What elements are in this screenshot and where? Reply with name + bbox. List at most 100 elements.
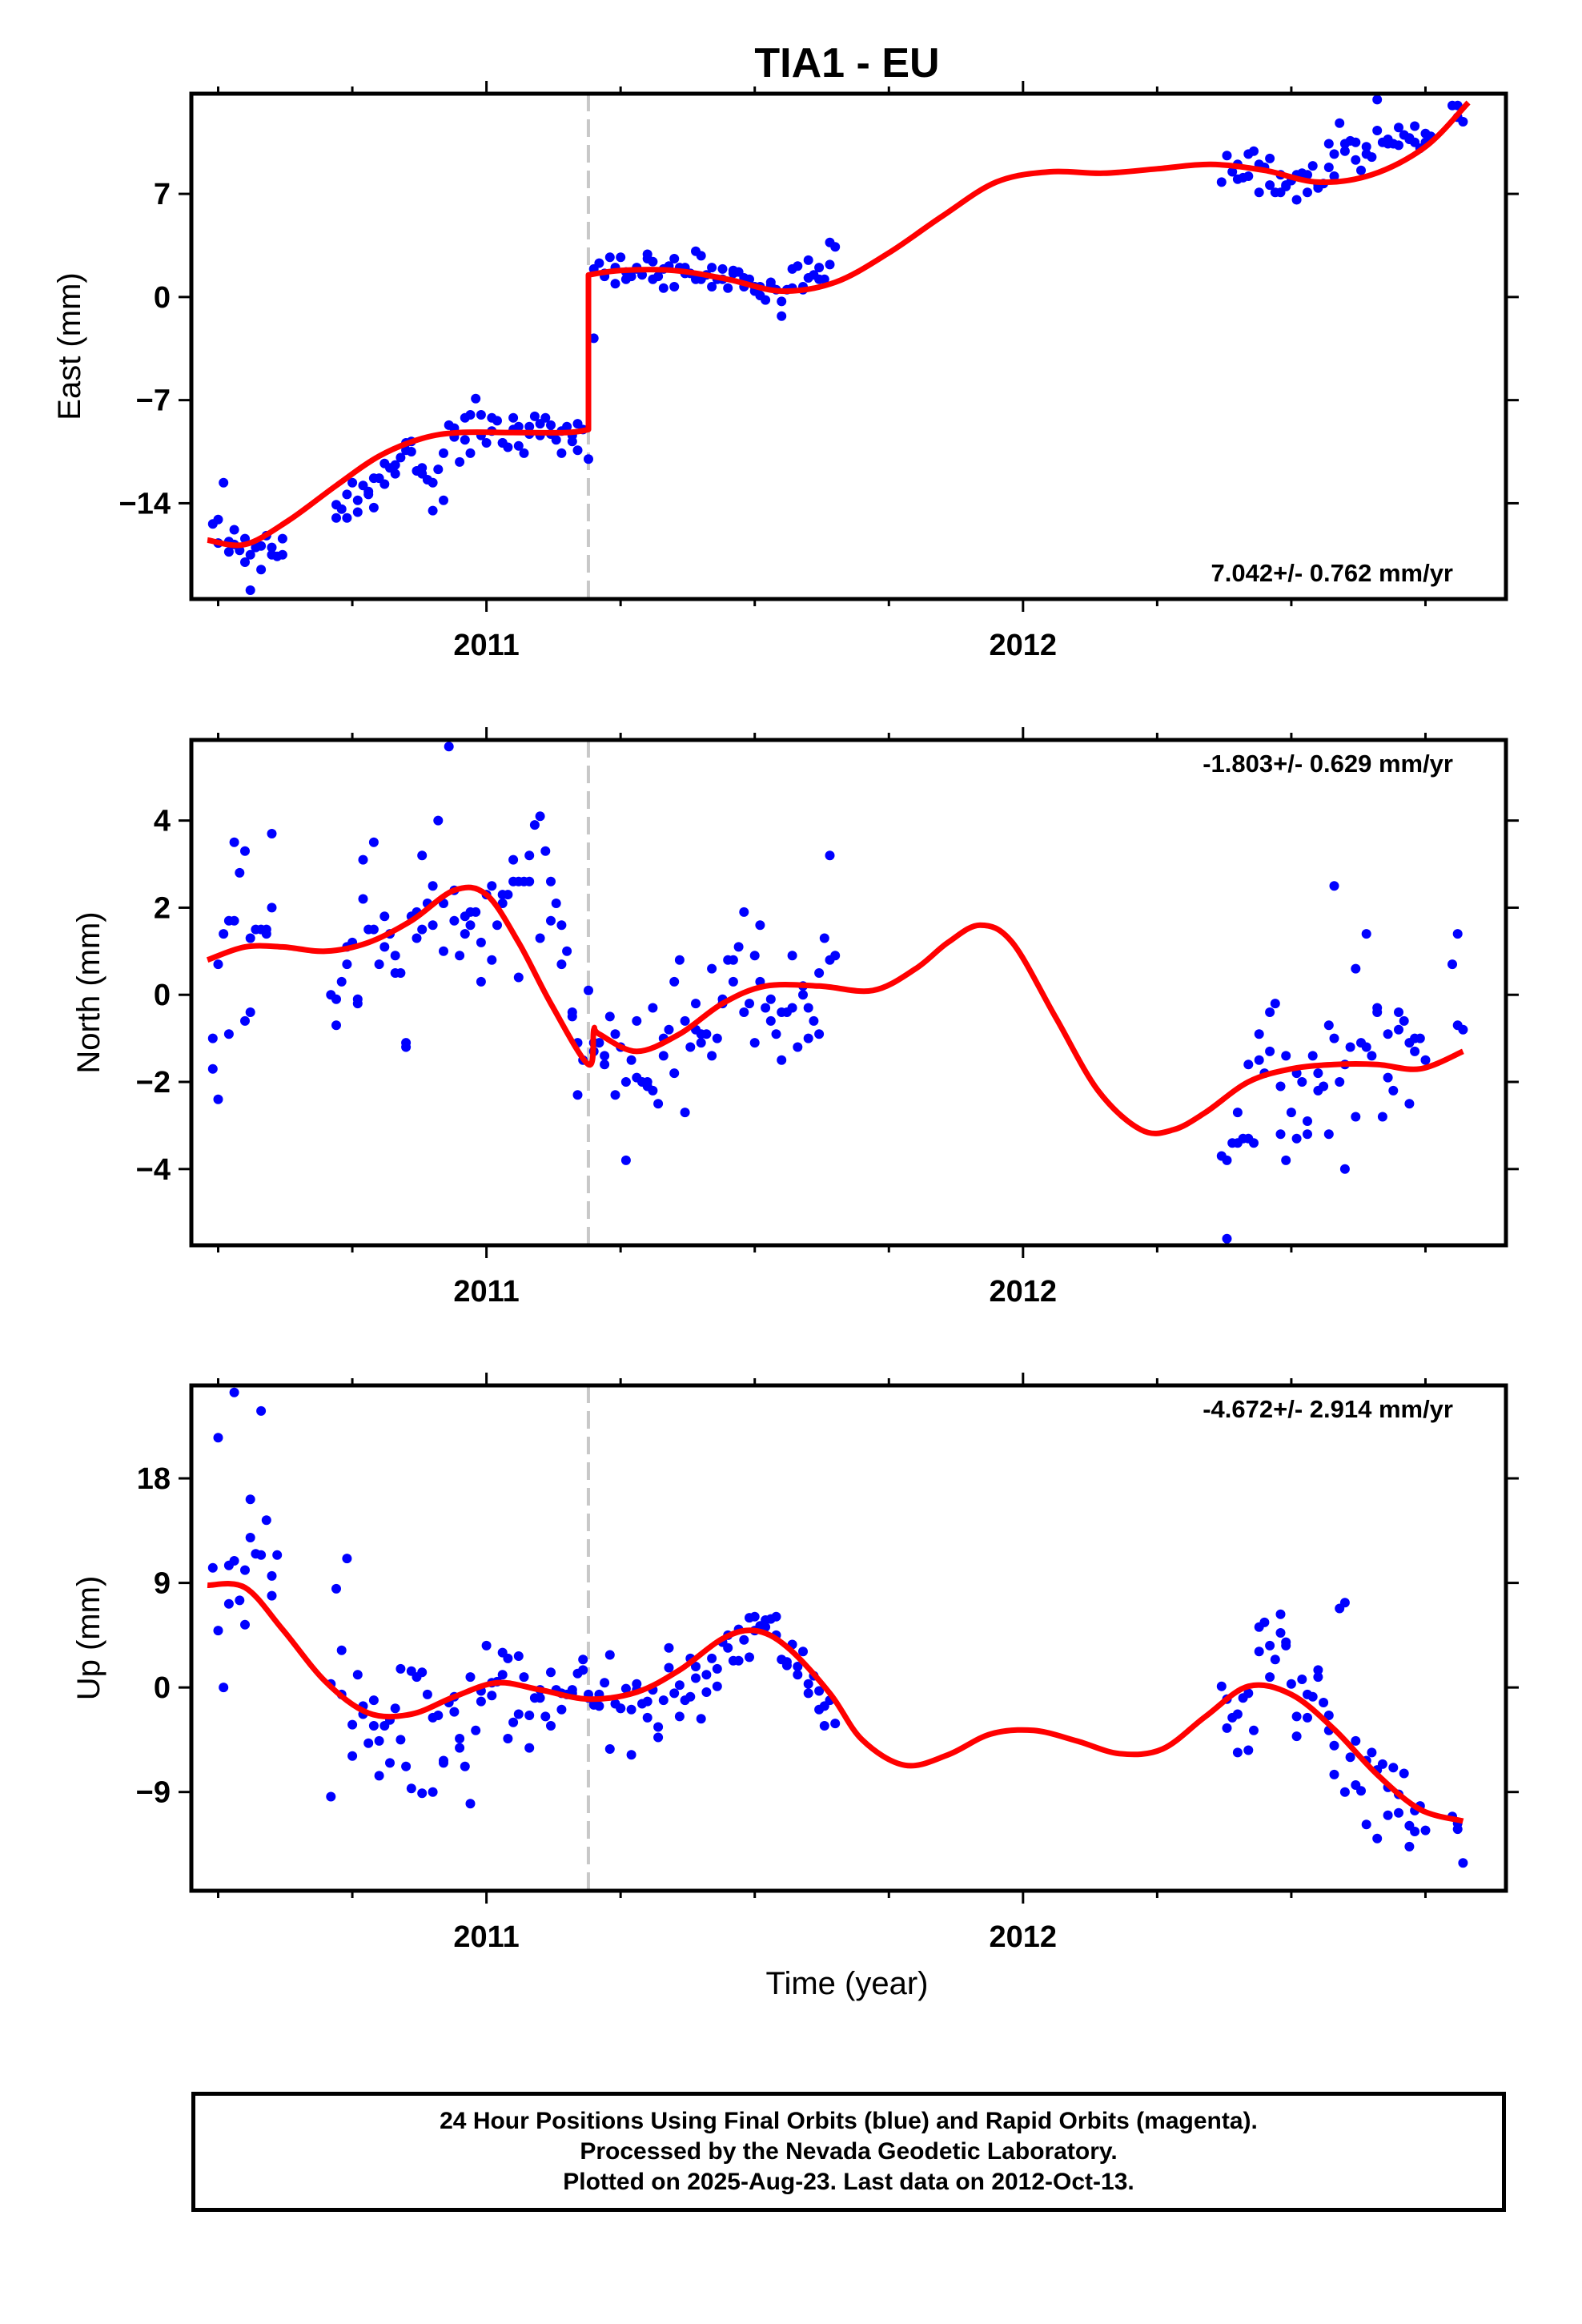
north-data-point [669, 976, 680, 987]
north-data-point [428, 881, 438, 891]
north-data-point [814, 1029, 825, 1039]
north-data-point [771, 1029, 781, 1039]
up-data-point [793, 1662, 803, 1671]
north-data-point [240, 1015, 250, 1026]
panels-group: 2011 2012 −14 −7 0 7 East (mm) 7.042+/- 0.762 m… [52, 81, 1519, 1954]
up-data-point [417, 1788, 428, 1799]
up-data-point [513, 1709, 524, 1719]
north-data-point [1222, 1233, 1232, 1244]
north-y-axis-label: North (mm) [71, 911, 106, 1073]
east-data-point [396, 452, 406, 463]
up-data-point [600, 1678, 610, 1688]
east-panel: 2011 2012 −14 −7 0 7 East (mm) 7.042+/- 0.762 m… [52, 81, 1519, 662]
north-data-point [497, 899, 508, 908]
north-data-point [1383, 1029, 1393, 1039]
east-data-point [546, 420, 556, 430]
up-data-point [733, 1655, 744, 1666]
north-data-point [825, 850, 835, 861]
north-data-point [1410, 1046, 1420, 1056]
north-data-point [739, 907, 749, 917]
up-data-point [556, 1704, 567, 1715]
up-data-point [455, 1743, 465, 1753]
north-data-point [814, 968, 825, 978]
north-data-point [396, 968, 406, 978]
up-data-point [830, 1719, 841, 1729]
north-data-point [669, 1068, 680, 1079]
east-data-point [1329, 171, 1339, 181]
east-data-point [1351, 155, 1361, 165]
east-data-point [1394, 123, 1403, 133]
east-y-tick-label: −14 [119, 487, 171, 521]
up-data-point [513, 1651, 524, 1661]
up-data-point [771, 1611, 781, 1622]
north-data-point [653, 1099, 664, 1109]
up-data-point [481, 1640, 492, 1651]
north-data-point [513, 972, 524, 983]
up-data-point [798, 1647, 808, 1657]
up-data-point [1399, 1768, 1409, 1779]
up-data-point [781, 1660, 792, 1671]
east-data-point [825, 259, 835, 270]
north-data-point [745, 999, 754, 1009]
up-data-point [642, 1696, 652, 1707]
up-data-point [524, 1711, 535, 1720]
footer-line-1: 24 Hour Positions Using Final Orbits (bl… [440, 2108, 1258, 2134]
up-data-point [616, 1703, 626, 1714]
north-data-point [1275, 1081, 1286, 1092]
east-data-point [803, 255, 813, 265]
north-data-point [1323, 1020, 1334, 1031]
up-data-point [272, 1550, 283, 1560]
up-data-point [642, 1712, 652, 1723]
east-data-point [529, 411, 540, 421]
north-data-point [476, 976, 486, 987]
up-data-point [1222, 1723, 1232, 1733]
up-data-point [546, 1667, 556, 1678]
east-data-point [1291, 195, 1302, 205]
up-data-point [1377, 1759, 1387, 1769]
east-data-point [439, 448, 448, 458]
north-data-point [417, 924, 428, 935]
up-data-point [235, 1595, 245, 1606]
east-data-point [723, 283, 733, 293]
up-data-point [245, 1533, 255, 1542]
north-data-point [546, 915, 556, 926]
north-data-point [465, 920, 476, 931]
up-data-point [1361, 1819, 1371, 1830]
up-data-point [406, 1783, 416, 1794]
up-data-point [1259, 1617, 1270, 1627]
up-data-point [1232, 1747, 1243, 1758]
north-data-point [1447, 959, 1457, 970]
up-data-point [535, 1693, 545, 1703]
north-data-point [261, 929, 271, 939]
up-data-point [1356, 1786, 1366, 1796]
east-data-point [594, 258, 604, 268]
up-data-point [701, 1687, 712, 1697]
east-data-point [777, 296, 787, 307]
north-rate-label: -1.803+/- 0.629 mm/yr [1203, 750, 1453, 778]
up-data-point [1307, 1691, 1318, 1702]
up-data-point [1383, 1810, 1393, 1820]
up-data-point [1265, 1640, 1275, 1651]
east-data-point [1335, 118, 1345, 128]
north-data-point [1286, 1108, 1296, 1118]
east-data-point [223, 547, 234, 557]
north-data-point [1377, 1112, 1387, 1122]
east-data-point [213, 514, 223, 525]
east-data-point [1410, 121, 1420, 131]
figure-title: TIA1 - EU [754, 40, 939, 86]
up-data-point [401, 1761, 412, 1771]
north-data-point [1275, 1129, 1286, 1140]
up-data-point [712, 1663, 722, 1674]
up-data-point [245, 1494, 255, 1505]
north-y-tick-label: 2 [154, 891, 171, 925]
east-data-point [1216, 177, 1227, 187]
north-data-point [648, 1085, 658, 1096]
up-data-point [1388, 1763, 1399, 1773]
north-data-point [819, 933, 829, 943]
east-data-point [219, 477, 229, 488]
up-panel: 2011 2012 −9 0 9 18 Up (mm) -4.672+/- 2.914 mm/… [71, 1373, 1519, 1954]
north-data-point [1323, 1129, 1334, 1140]
north-data-point [428, 920, 438, 931]
east-data-point [626, 271, 636, 282]
north-data-point [223, 1029, 234, 1039]
